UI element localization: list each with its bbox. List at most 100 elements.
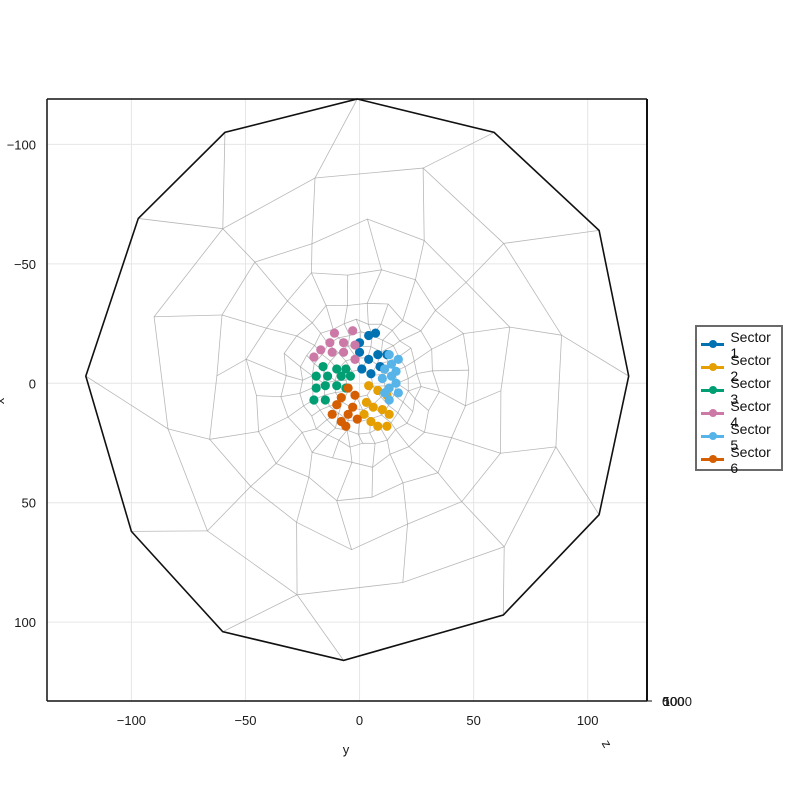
mesh-spoke	[402, 279, 416, 321]
point-sector-6	[341, 421, 351, 431]
mesh-spoke	[355, 319, 362, 332]
mesh-spoke	[424, 431, 452, 439]
mesh-spoke	[422, 168, 425, 241]
mesh-spoke	[408, 386, 422, 392]
point-sector-4	[338, 347, 349, 357]
mesh-spoke	[343, 323, 351, 336]
point-sector-3	[323, 371, 333, 381]
mesh-spoke	[221, 314, 267, 329]
mesh-lines	[85, 98, 629, 661]
mesh-spoke	[296, 594, 344, 661]
mesh-spoke	[311, 243, 313, 273]
point-sector-5	[393, 354, 403, 364]
mesh-spoke	[509, 326, 562, 336]
point-sector-4	[350, 354, 360, 364]
point-sector-3	[336, 371, 346, 381]
y-tick-label: −100	[7, 137, 36, 152]
mesh-spoke	[416, 370, 433, 375]
point-sector-5	[380, 364, 390, 374]
point-sector-1	[354, 347, 365, 357]
point-sector-1	[370, 328, 381, 338]
mesh-spoke	[343, 305, 348, 324]
mesh-spoke	[386, 439, 391, 455]
mesh-spoke	[258, 416, 289, 432]
mesh-spoke	[254, 261, 288, 302]
mesh-spoke	[380, 303, 389, 325]
mesh-spoke	[336, 462, 353, 501]
mesh-spoke	[338, 401, 343, 414]
mesh-ring	[153, 167, 563, 596]
mesh-spoke	[357, 433, 364, 444]
y-tick-label: −50	[14, 257, 36, 272]
point-sector-3	[345, 371, 356, 381]
legend-label: Sector 4	[730, 397, 771, 430]
mesh-spoke	[404, 360, 415, 368]
point-sector-6	[343, 409, 353, 419]
mesh-spoke	[287, 300, 313, 323]
mesh-spoke	[465, 243, 505, 283]
mesh-spoke	[327, 427, 336, 436]
point-sector-2	[384, 409, 394, 419]
point-sector-3	[318, 361, 328, 372]
mesh-spoke	[408, 390, 416, 399]
mesh-spoke	[381, 345, 394, 353]
x-tick-label: −50	[234, 713, 256, 728]
legend-label: Sector 6	[730, 443, 771, 476]
mesh-spoke	[502, 546, 505, 616]
mesh-spoke	[207, 486, 251, 532]
point-sector-5	[391, 378, 401, 388]
legend-marker	[709, 409, 717, 417]
point-sector-4	[325, 338, 335, 348]
legend-label: Sector 1	[730, 328, 771, 361]
mesh-spoke	[406, 422, 425, 433]
point-sector-2	[368, 402, 378, 412]
legend-marker	[709, 340, 717, 348]
point-sector-2	[359, 409, 369, 419]
mesh-spoke	[398, 347, 412, 357]
mesh-spoke	[366, 269, 382, 304]
mesh-spoke	[389, 454, 404, 484]
legend-swatch	[701, 340, 725, 348]
x-tick-label: 50	[466, 713, 480, 728]
mesh-spoke	[402, 482, 408, 525]
x-tick-label: 0	[356, 713, 363, 728]
z-tick-label: 0	[662, 694, 669, 709]
x-tick-label: 100	[577, 713, 599, 728]
legend-marker	[709, 432, 717, 440]
mesh-spoke	[319, 405, 330, 411]
mesh-spoke	[216, 358, 247, 377]
point-sector-6	[336, 393, 346, 403]
point-sector-4	[348, 326, 358, 336]
legend-label: Sector 3	[730, 374, 771, 407]
mesh-spoke	[250, 463, 277, 487]
point-sector-3	[332, 364, 342, 374]
legend: Sector 1 Sector 2 Sector 3 Sector 4 Sector 5…	[695, 325, 783, 476]
legend-item-sector-2: Sector 2	[701, 352, 781, 384]
point-sector-1	[364, 354, 374, 364]
legend-label: Sector 5	[730, 420, 771, 453]
point-sector-6	[348, 402, 358, 412]
mesh-spoke	[299, 387, 314, 394]
point-sector-3	[341, 364, 351, 374]
mesh-spoke	[366, 303, 369, 325]
point-sector-4	[316, 345, 326, 355]
legend-swatch	[701, 409, 725, 417]
point-sector-6	[352, 414, 362, 424]
mesh-spoke	[369, 432, 376, 444]
point-sector-2	[377, 404, 387, 415]
legend-label: Sector 2	[730, 351, 771, 384]
mesh-spoke	[357, 421, 360, 435]
x-axis-label: y	[343, 742, 350, 757]
mesh-spoke	[420, 386, 440, 393]
mesh-spoke	[407, 373, 417, 379]
legend-item-sector-4: Sector 4	[701, 398, 781, 430]
mesh-spoke	[167, 428, 210, 440]
mesh-spoke	[437, 472, 463, 502]
mesh-spoke	[414, 348, 432, 362]
mesh-spoke	[296, 477, 310, 523]
mesh-spoke	[325, 305, 334, 330]
mesh-spoke	[382, 330, 393, 341]
point-sector-6	[350, 390, 360, 400]
point-sector-4	[327, 347, 337, 357]
